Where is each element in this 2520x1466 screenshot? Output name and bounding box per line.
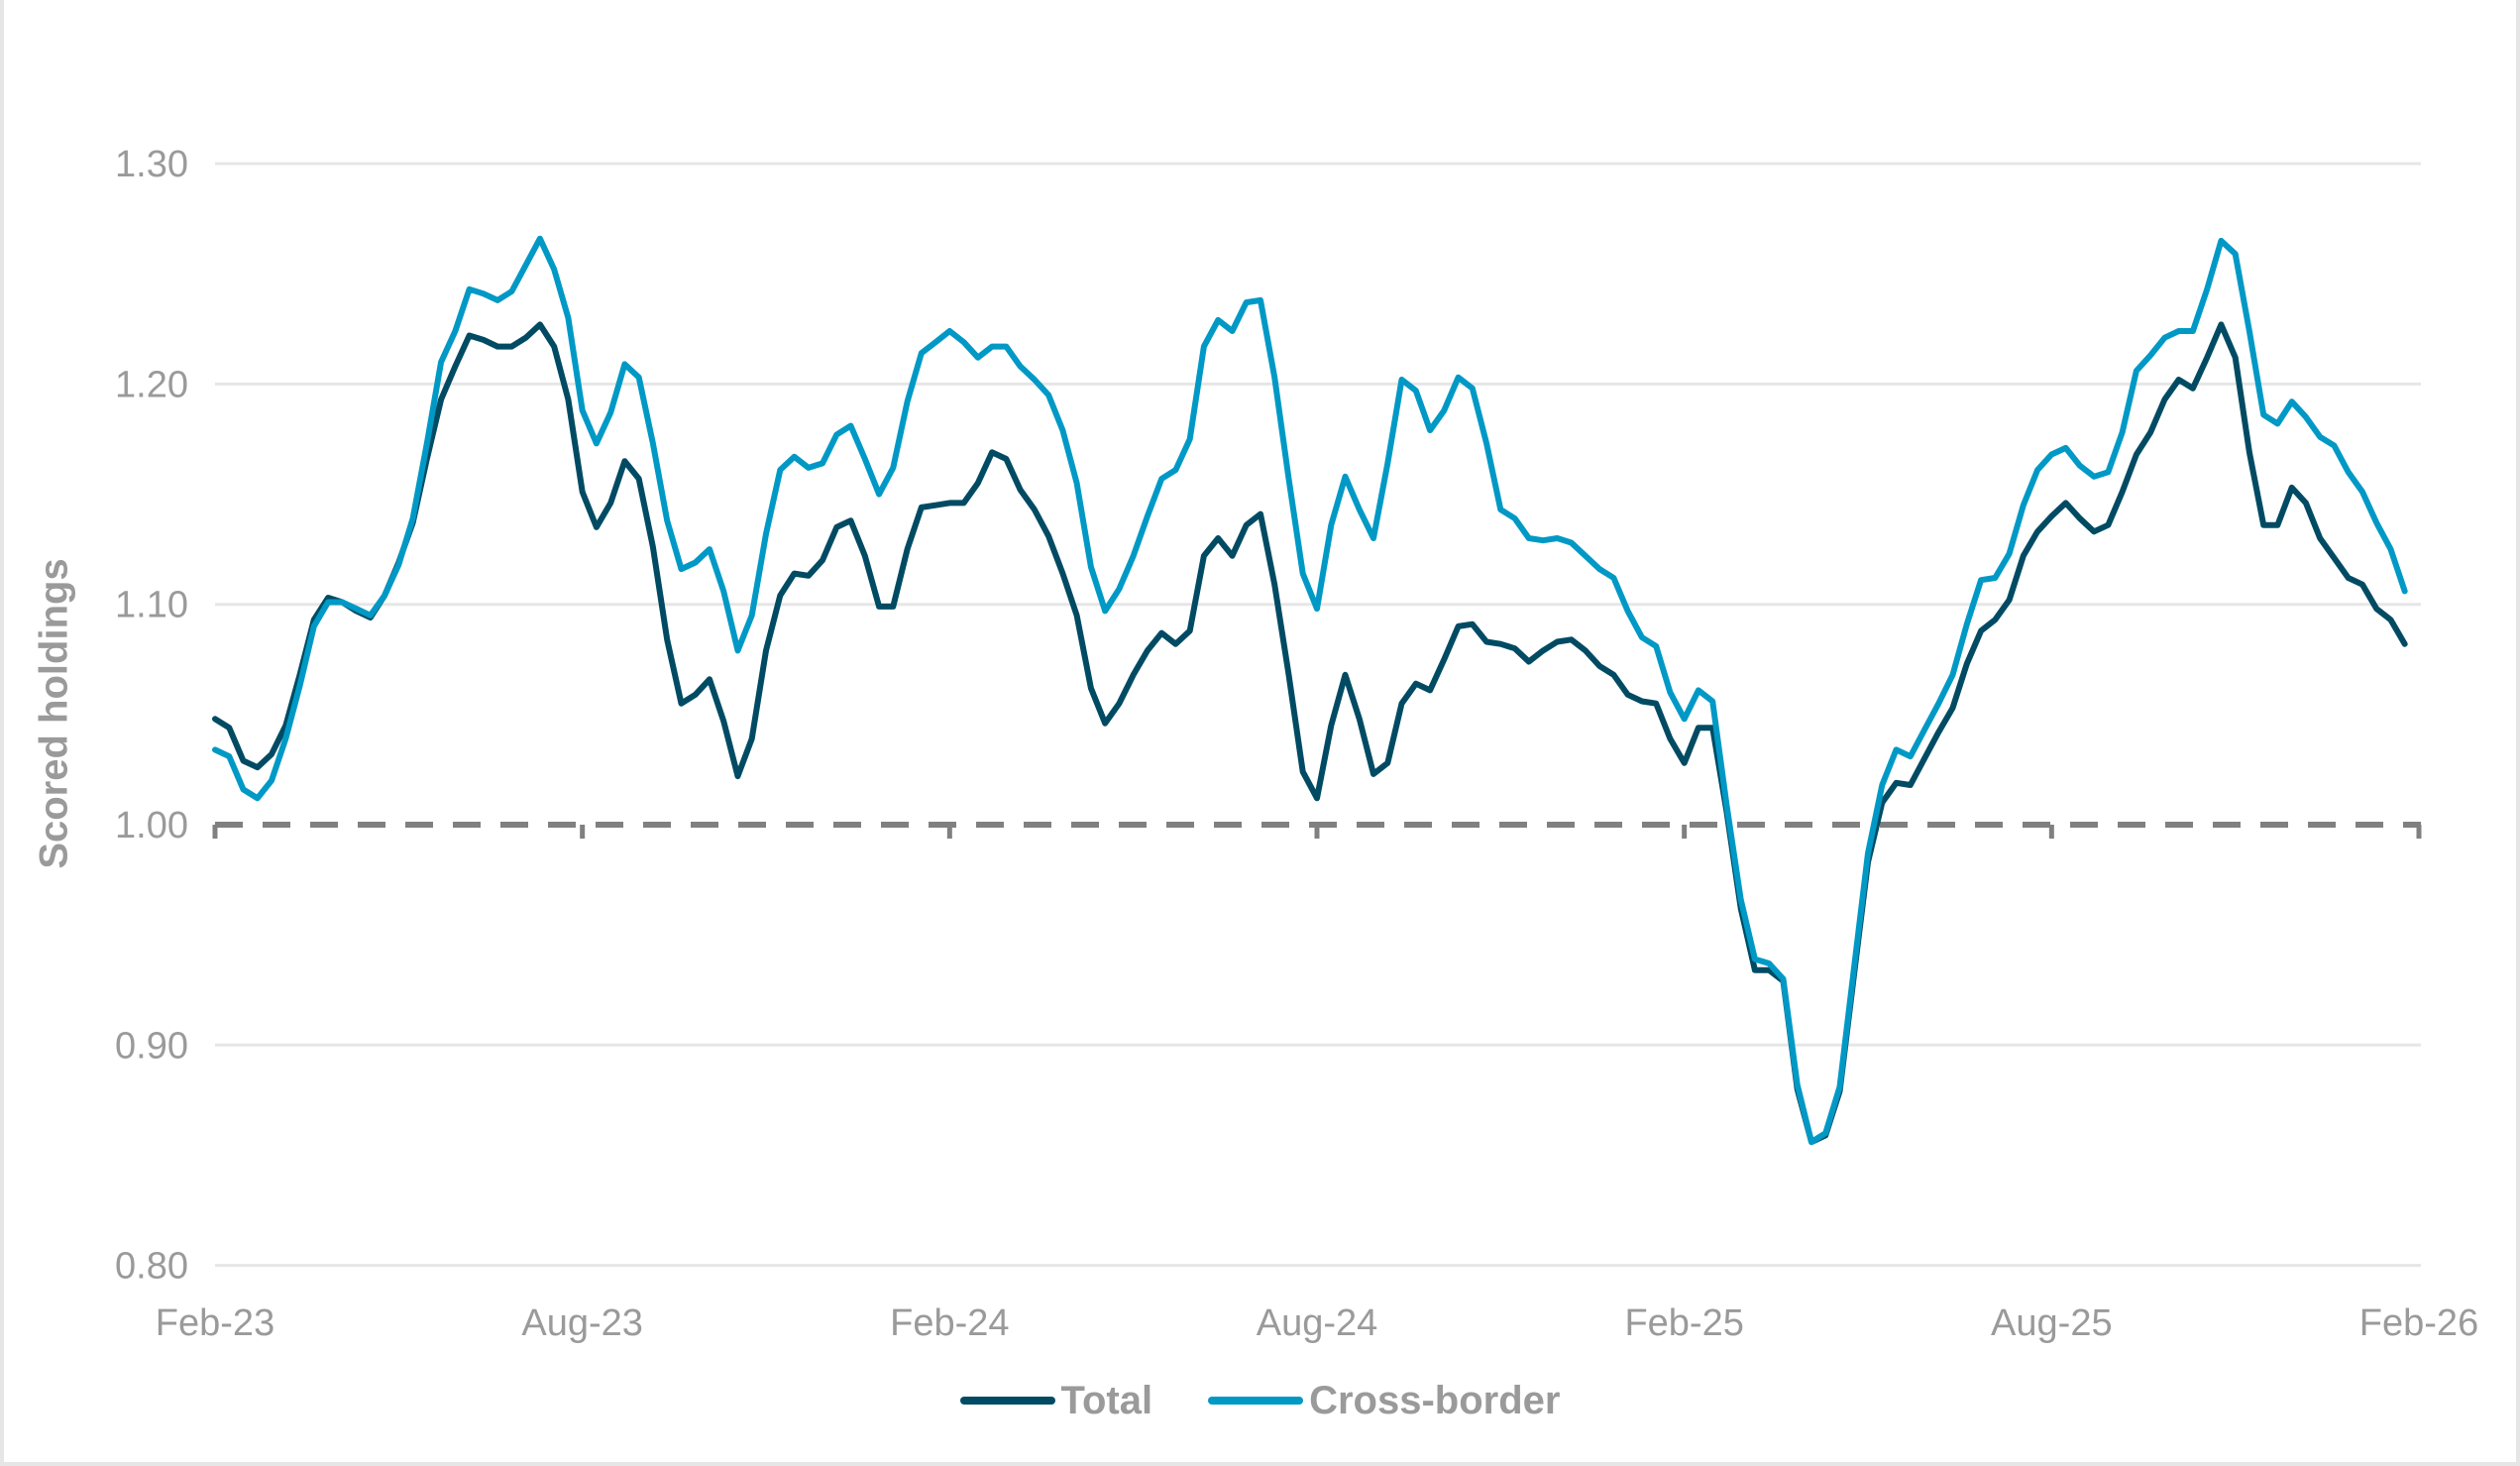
legend-item-total[interactable]: Total <box>959 1378 1153 1423</box>
series-line-total <box>212 321 2408 1146</box>
x-axis-tick-labels: Feb-23 Aug-23 Feb-24 Aug-24 Feb-25 Aug-25 Feb-… <box>156 1302 2478 1344</box>
x-tick-label: Feb-26 <box>2359 1302 2478 1344</box>
y-tick-label: 1.30 <box>115 144 188 185</box>
y-tick-label: 1.20 <box>115 364 188 405</box>
series-line-cross-border <box>212 235 2408 1146</box>
legend-item-cross-border[interactable]: Cross-border <box>1208 1379 1560 1423</box>
legend: Total Cross-border <box>0 1366 2520 1435</box>
y-axis-tick-labels: 1.30 1.20 1.10 1.00 0.90 0.80 <box>115 144 188 1288</box>
y-tick-label: 1.00 <box>115 805 188 846</box>
y-tick-label: 0.90 <box>115 1025 188 1067</box>
y-axis-title: Scored holdings <box>32 558 76 869</box>
x-tick-label: Feb-25 <box>1624 1302 1743 1344</box>
x-axis-ticks <box>212 825 2422 839</box>
legend-swatch-total <box>959 1397 1055 1405</box>
legend-swatch-cross-border <box>1208 1397 1304 1405</box>
series-lines <box>212 235 2408 1146</box>
x-tick-label: Feb-24 <box>890 1302 1009 1344</box>
y-tick-label: 0.80 <box>115 1246 188 1288</box>
legend-label-total: Total <box>1060 1378 1153 1422</box>
x-tick-label: Aug-23 <box>521 1302 643 1344</box>
x-tick-label: Feb-23 <box>156 1302 274 1344</box>
legend-label-cross-border: Cross-border <box>1309 1378 1561 1422</box>
x-tick-label: Aug-25 <box>1991 1302 2113 1344</box>
x-tick-label: Aug-24 <box>1257 1302 1378 1344</box>
y-tick-label: 1.10 <box>115 585 188 626</box>
